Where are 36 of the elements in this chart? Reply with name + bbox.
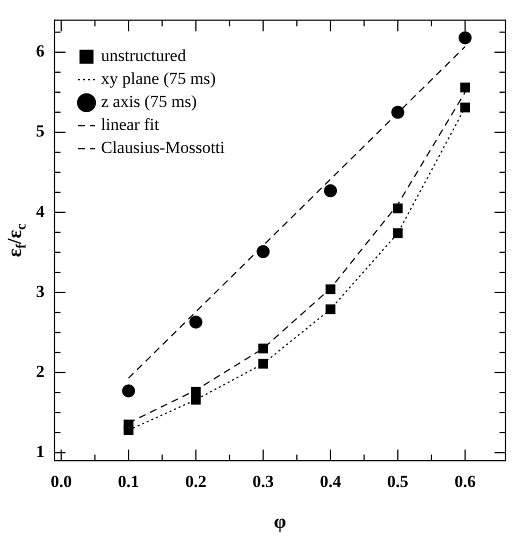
- legend-label: z axis (75 ms): [101, 92, 197, 112]
- point: [258, 344, 268, 354]
- point: [460, 102, 470, 112]
- legend-label: unstructured: [101, 46, 186, 66]
- legend-label: linear fit: [101, 115, 160, 134]
- point: [258, 358, 268, 369]
- point: [460, 82, 470, 92]
- point: [391, 106, 404, 119]
- point: [326, 284, 336, 294]
- y-axis-title: εf/εc: [4, 224, 30, 258]
- y-tick-label: 1: [36, 442, 44, 461]
- x-tick-label: 0.4: [320, 472, 342, 492]
- y-tick-label: 4: [36, 202, 45, 221]
- x-tick-label: 0.2: [185, 472, 206, 492]
- point: [326, 304, 336, 314]
- y-tick-label: 6: [36, 42, 44, 61]
- y-tick-label: 3: [36, 282, 44, 301]
- x-tick-label: 0.0: [50, 472, 72, 492]
- point: [392, 228, 403, 238]
- x-tick-label: 0.3: [252, 472, 274, 492]
- x-axis-title: φ: [274, 510, 286, 533]
- point: [256, 245, 270, 258]
- x-tick-label: 0.1: [118, 472, 140, 492]
- point: [122, 384, 136, 398]
- point: [189, 316, 202, 329]
- legend-label: Clausius-Mossotti: [101, 138, 226, 158]
- x-tick-label: 0.5: [387, 472, 408, 492]
- y-tick-label: 2: [36, 362, 44, 381]
- point: [324, 184, 337, 198]
- x-tick-label: 0.6: [454, 472, 476, 492]
- point: [458, 31, 472, 44]
- point: [190, 386, 201, 397]
- point: [124, 420, 134, 430]
- legend-label: xy plane (75 ms): [101, 69, 216, 88]
- point: [392, 203, 403, 214]
- y-tick-label: 5: [36, 122, 44, 141]
